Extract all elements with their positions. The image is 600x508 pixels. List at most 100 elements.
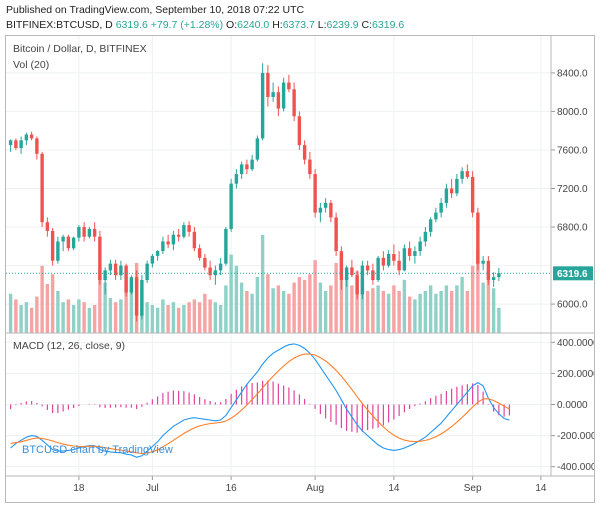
- macd-tick-label: -200.0000: [557, 431, 594, 442]
- volume-bar: [491, 288, 496, 333]
- volume-bar: [40, 265, 44, 333]
- volume-bar: [381, 291, 386, 333]
- candle-body: [134, 277, 139, 316]
- candle-body: [155, 251, 160, 256]
- macd-pane-title: MACD (12, 26, close, 9): [13, 340, 125, 352]
- candle-body: [413, 251, 417, 256]
- volume-bar: [465, 291, 470, 333]
- candle-body: [19, 140, 23, 149]
- candle-body: [392, 254, 396, 261]
- candle-body: [166, 241, 170, 245]
- macd-axis: 400.0000 200.0000 0.0000 -200.0000 -400.0000: [551, 338, 594, 473]
- volume-bar: [182, 305, 186, 333]
- candle-body: [455, 178, 459, 194]
- volume-bar: [61, 302, 65, 333]
- candle-body: [486, 260, 491, 281]
- candle-body: [481, 260, 485, 264]
- volume-bar: [229, 254, 233, 333]
- candle-body: [470, 176, 475, 213]
- volume-bar: [45, 284, 50, 333]
- candle-body: [407, 248, 412, 256]
- candle-body: [77, 227, 81, 238]
- candle-body: [218, 263, 223, 271]
- last-price-box: [553, 266, 593, 281]
- volume-bar: [24, 302, 29, 333]
- volume-bar: [119, 299, 123, 333]
- volume-bar: [260, 235, 265, 333]
- candle-body: [50, 230, 55, 261]
- candle-body: [428, 219, 433, 232]
- candle-body: [439, 202, 443, 213]
- candle-body: [171, 234, 176, 245]
- candle-body: [129, 277, 134, 293]
- candle-body: [465, 171, 470, 177]
- volume-bar: [29, 307, 34, 333]
- volume-bar: [355, 271, 359, 333]
- candle-body: [365, 265, 370, 271]
- volume-bar: [434, 293, 438, 333]
- time-tick-label: Jul: [146, 483, 159, 494]
- last-price-label: 6319.6: [557, 269, 588, 280]
- macd-line: [10, 343, 510, 458]
- volume-bar: [66, 299, 71, 333]
- open-key: O:: [226, 19, 238, 31]
- price-tick-label: 8000.0: [557, 107, 588, 118]
- volume-bar: [313, 260, 317, 333]
- volume-bar: [208, 299, 212, 333]
- chart-canvas[interactable]: 6319.6 8400.0 8000.0 7600.0 7200.0 6800.0 600…: [6, 36, 594, 502]
- volume-bar: [397, 291, 401, 333]
- candle-body: [124, 265, 128, 293]
- candle-body: [98, 236, 102, 281]
- volume-bar: [234, 265, 239, 333]
- candle-body: [449, 188, 454, 194]
- candle-body: [313, 174, 317, 213]
- volume-bar: [108, 298, 113, 333]
- candle-body: [56, 241, 60, 261]
- chart-frame[interactable]: 6319.6 8400.0 8000.0 7600.0 7200.0 6800.0 600…: [5, 35, 595, 503]
- low-key: L:: [317, 19, 327, 31]
- candle-body: [40, 153, 44, 223]
- candle-body: [334, 217, 338, 252]
- volume-bar: [350, 285, 354, 333]
- volume-bar: [418, 293, 422, 333]
- candle-body: [140, 280, 144, 316]
- candle-body: [329, 202, 333, 218]
- volume-bar: [255, 277, 260, 333]
- volume-bar: [124, 279, 128, 333]
- volume-bar: [161, 299, 165, 333]
- time-tick-label: 14: [535, 483, 547, 494]
- candle-body: [161, 241, 165, 252]
- close-key: C:: [361, 19, 373, 31]
- volume-bar: [203, 293, 207, 333]
- volume-bar: [392, 285, 396, 333]
- volume-bar: [92, 305, 97, 333]
- candle-body: [302, 145, 307, 160]
- price-tick-label: 7200.0: [557, 184, 588, 195]
- volume-bar: [444, 285, 449, 333]
- volume-bar: [428, 285, 433, 333]
- price-tick-label: 8400.0: [557, 68, 588, 79]
- volume-bar: [171, 302, 176, 333]
- candle-body: [45, 222, 50, 231]
- published-text: Published on TradingView.com, September …: [6, 4, 305, 16]
- candle-body: [229, 183, 233, 229]
- volume-bar: [365, 291, 370, 333]
- candle-body: [423, 231, 428, 242]
- candle-body: [208, 267, 212, 276]
- candle-body: [418, 241, 422, 252]
- candle-body: [113, 263, 118, 276]
- volume-bar: [8, 293, 13, 333]
- volume-bar: [386, 293, 391, 333]
- candle-body: [323, 202, 328, 208]
- volume-bar: [287, 293, 291, 333]
- candle-body: [61, 236, 65, 242]
- candle-body: [145, 263, 149, 281]
- time-tick-label: 14: [388, 483, 400, 494]
- volume-bar: [376, 285, 380, 333]
- time-tick-label: 16: [226, 483, 238, 494]
- volume-bar: [176, 307, 181, 333]
- volume-bar: [470, 265, 475, 333]
- candle-body: [150, 255, 155, 264]
- volume-bar: [129, 291, 134, 333]
- candle-body: [35, 138, 39, 154]
